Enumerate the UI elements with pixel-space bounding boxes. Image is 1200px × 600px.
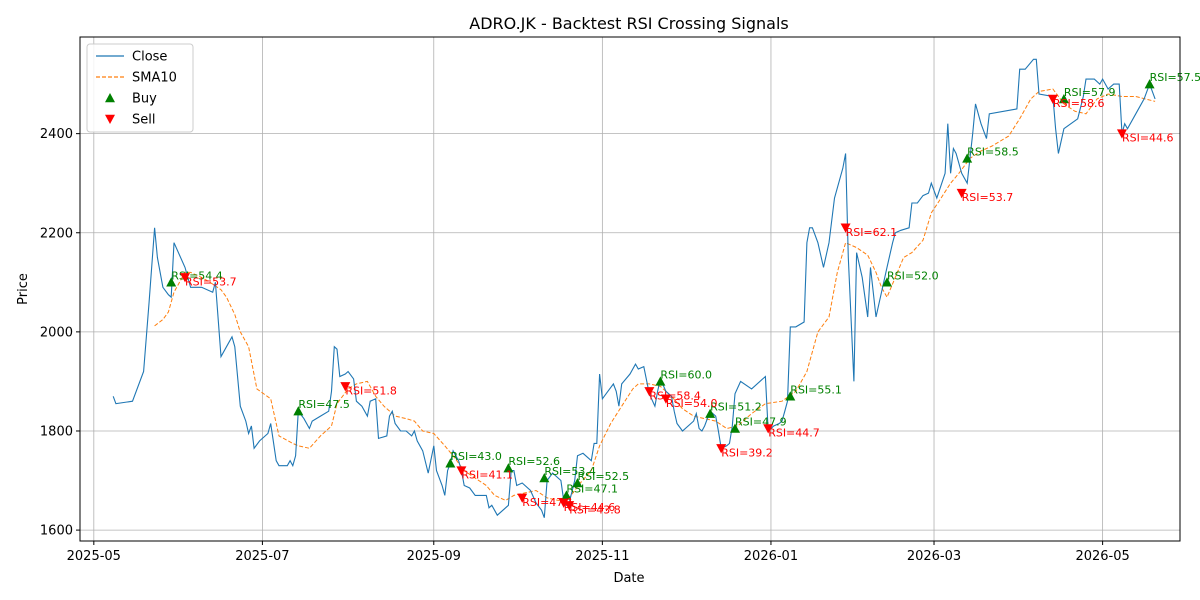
buy-marker (539, 473, 550, 483)
sell-annotation: RSI=51.8 (345, 384, 397, 397)
sell-marker (340, 382, 351, 392)
buy-annotation: RSI=52.0 (887, 269, 939, 282)
x-tick-label: 2026-01 (744, 549, 798, 564)
y-tick-label: 1600 (40, 524, 73, 539)
legend-label: Close (132, 50, 167, 65)
buy-marker (730, 423, 741, 433)
x-tick-label: 2026-05 (1075, 549, 1129, 564)
sell-marker (517, 493, 528, 503)
sell-marker (558, 498, 569, 508)
sell-marker (840, 223, 851, 233)
buy-marker (572, 478, 583, 488)
buy-annotation: RSI=53.4 (544, 465, 596, 478)
x-tick-label: 2026-03 (907, 549, 961, 564)
sell-marker (1047, 94, 1058, 104)
sell-annotation: RSI=43.8 (569, 503, 621, 516)
buy-annotation: RSI=52.5 (577, 470, 629, 483)
x-tick-label: 2025-11 (575, 549, 629, 564)
legend-label: SMA10 (132, 71, 177, 86)
buy-marker (655, 376, 666, 386)
sell-annotation: RSI=44.7 (768, 427, 820, 440)
buy-annotation: RSI=51.2 (710, 401, 762, 414)
legend: Close SMA10 Buy Sell (86, 43, 194, 133)
buy-marker (1058, 93, 1069, 104)
y-tick-label: 2000 (40, 325, 73, 340)
buy-marker (962, 153, 973, 163)
buy-annotation: RSI=58.5 (967, 145, 1019, 158)
sell-annotation: RSI=54.0 (666, 397, 718, 410)
legend-label: Sell (132, 113, 155, 128)
sell-marker (180, 273, 191, 283)
buy-annotation: RSI=47.9 (735, 416, 787, 429)
legend-marker (105, 114, 115, 124)
buy-annotation: RSI=55.1 (790, 383, 842, 396)
sell-annotation: RSI=53.7 (185, 275, 237, 288)
x-tick-label: 2025-09 (407, 549, 461, 564)
sell-annotation: RSI=62.1 (846, 226, 898, 239)
y-tick-label: 2400 (40, 127, 73, 142)
buy-marker (882, 277, 893, 287)
buy-annotation: RSI=43.0 (450, 450, 502, 463)
legend-label: Buy (132, 92, 157, 107)
buy-marker (705, 408, 716, 418)
buy-annotation: RSI=57.9 (1064, 86, 1116, 99)
y-axis-label: Price (16, 273, 31, 305)
buy-marker (293, 406, 304, 416)
sell-marker (1116, 129, 1127, 139)
buy-marker (166, 277, 177, 287)
buy-annotation: RSI=47.5 (298, 398, 350, 411)
sell-marker (456, 466, 467, 476)
x-axis-label: Date (613, 571, 644, 586)
sell-annotation: RSI=41.1 (461, 469, 513, 482)
sell-annotation: RSI=58.6 (1053, 97, 1105, 110)
buy-marker (785, 391, 796, 401)
sell-marker (644, 387, 655, 397)
y-tick-label: 1800 (40, 424, 73, 439)
close-line (112, 58, 1156, 518)
plot-frame (79, 36, 1181, 542)
sell-marker (660, 394, 671, 404)
sell-annotation: RSI=39.2 (721, 446, 773, 459)
legend-marker (105, 93, 115, 103)
legend-box (86, 43, 194, 133)
sell-marker (956, 188, 967, 199)
x-tick-label: 2025-05 (67, 549, 121, 564)
buy-marker (503, 463, 514, 473)
buy-annotation: RSI=60.0 (660, 368, 712, 381)
sell-annotation: RSI=44.6 (1122, 132, 1174, 145)
buy-marker (445, 458, 456, 468)
sell-annotation: RSI=53.7 (962, 191, 1014, 204)
sma10-line (154, 88, 1156, 501)
buy-annotation: RSI=57.5 (1150, 71, 1200, 84)
sell-annotation: RSI=44.6 (564, 501, 616, 514)
sell-marker (716, 444, 727, 454)
sell-annotation: RSI=58.4 (649, 389, 701, 402)
x-tick-label: 2025-07 (235, 549, 289, 564)
y-tick-label: 2200 (40, 226, 73, 241)
sell-marker (763, 424, 774, 434)
buy-marker (1144, 79, 1155, 89)
buy-annotation: RSI=52.6 (508, 455, 560, 468)
chart-title: ADRO.JK - Backtest RSI Crossing Signals (469, 14, 788, 33)
sell-marker (564, 501, 575, 511)
buy-marker (561, 490, 572, 500)
